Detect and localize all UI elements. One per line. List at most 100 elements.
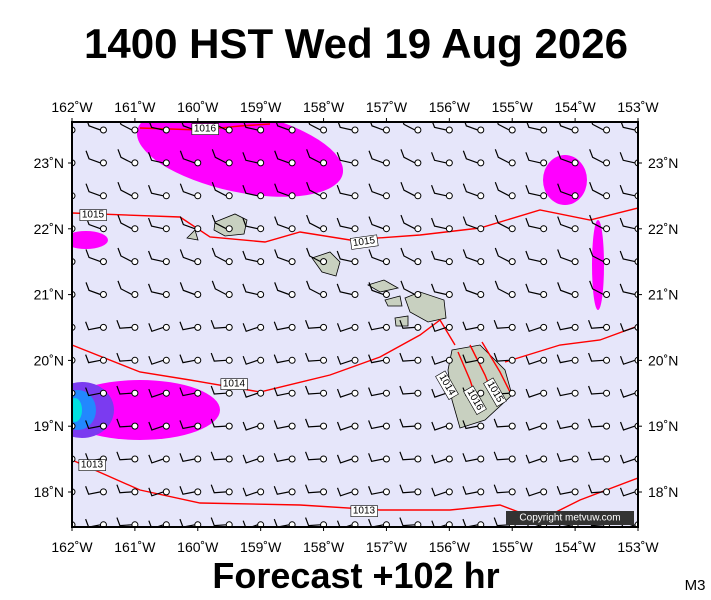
station (508, 291, 516, 298)
station (477, 389, 485, 397)
station (351, 258, 359, 266)
wind-barb (368, 486, 384, 495)
wind-barb (557, 183, 573, 197)
wind-barb (305, 451, 321, 461)
station (445, 488, 453, 496)
station (603, 455, 611, 463)
title: 1400 HST Wed 19 Aug 2026 (84, 20, 628, 67)
wind-barb (274, 150, 290, 164)
wind-barb (525, 323, 541, 333)
wind-barb (242, 217, 258, 230)
wind-barb (368, 387, 384, 397)
lat-label: 20˚N (648, 352, 678, 368)
wind-barb (369, 122, 384, 131)
station (288, 455, 296, 463)
isobar-label-box (349, 234, 379, 250)
wind-barb (54, 119, 69, 130)
wind-barb (179, 387, 195, 397)
wind-barb (210, 484, 227, 494)
isobar (139, 123, 271, 131)
station (414, 192, 422, 200)
station (540, 422, 548, 430)
station (414, 323, 422, 331)
wind-barb (147, 152, 164, 164)
rain-area (72, 398, 82, 422)
station (477, 455, 485, 463)
wind-barb (400, 247, 416, 263)
wind-barb (273, 354, 290, 364)
wind-barb (179, 420, 195, 430)
wind-barb (431, 388, 447, 398)
wind-barb (525, 355, 541, 365)
wind-barb (591, 122, 604, 131)
wind-barb (399, 418, 415, 428)
station (508, 258, 516, 266)
station (351, 356, 359, 364)
wind-barb (305, 484, 321, 494)
wind-barb (306, 149, 321, 164)
wind-barb (556, 420, 573, 430)
wind-barb (211, 181, 227, 197)
station (414, 291, 422, 298)
wind-barb (556, 486, 573, 495)
isobar-label: 1014 (223, 379, 246, 390)
station (571, 356, 579, 364)
wind-barb (494, 280, 510, 296)
wind-barb (336, 487, 353, 497)
station (603, 258, 611, 266)
station (603, 356, 611, 364)
station (320, 422, 328, 430)
wind-barb (493, 352, 510, 362)
lat-label: 18˚N (648, 484, 678, 500)
station (414, 356, 422, 364)
wind-barb (368, 453, 384, 463)
station (445, 521, 453, 527)
station (414, 488, 422, 496)
wind-barb (464, 122, 478, 131)
wind-barb (589, 247, 604, 263)
wind-barb (589, 181, 604, 197)
station (477, 192, 485, 200)
station (131, 225, 139, 233)
station (571, 192, 579, 200)
station (445, 455, 453, 463)
wind-barb (493, 451, 510, 461)
station (288, 225, 296, 233)
wind-barb (619, 487, 636, 497)
station (351, 488, 359, 496)
station (288, 356, 296, 364)
station (194, 291, 202, 298)
station (571, 422, 579, 430)
station (508, 356, 516, 364)
station (445, 422, 453, 430)
lat-label: 21˚N (648, 287, 678, 303)
lat-label: 18˚N (34, 484, 64, 500)
isobar-label-box (191, 123, 219, 135)
wind-barb (462, 486, 478, 495)
station (540, 159, 548, 167)
wind-barb (619, 421, 636, 431)
wind-barb (430, 184, 447, 197)
wind-barb (336, 388, 353, 398)
wind-barb (431, 323, 447, 333)
station (162, 225, 170, 233)
station (508, 422, 516, 430)
station (540, 258, 548, 266)
wind-barb (305, 352, 321, 362)
station (414, 521, 422, 527)
station (603, 225, 611, 233)
wind-barb (399, 517, 415, 527)
station (288, 521, 296, 527)
station (162, 521, 170, 527)
wind-barb (54, 185, 69, 196)
wind-barb (399, 319, 415, 329)
wind-barb (462, 216, 478, 230)
isobar-label-box (78, 459, 106, 471)
wind-barb (336, 355, 353, 365)
station (351, 192, 359, 200)
station (131, 323, 139, 331)
wind-barb (525, 250, 541, 263)
station (445, 356, 453, 364)
lon-label: 161˚W (114, 99, 156, 115)
station (351, 323, 359, 331)
